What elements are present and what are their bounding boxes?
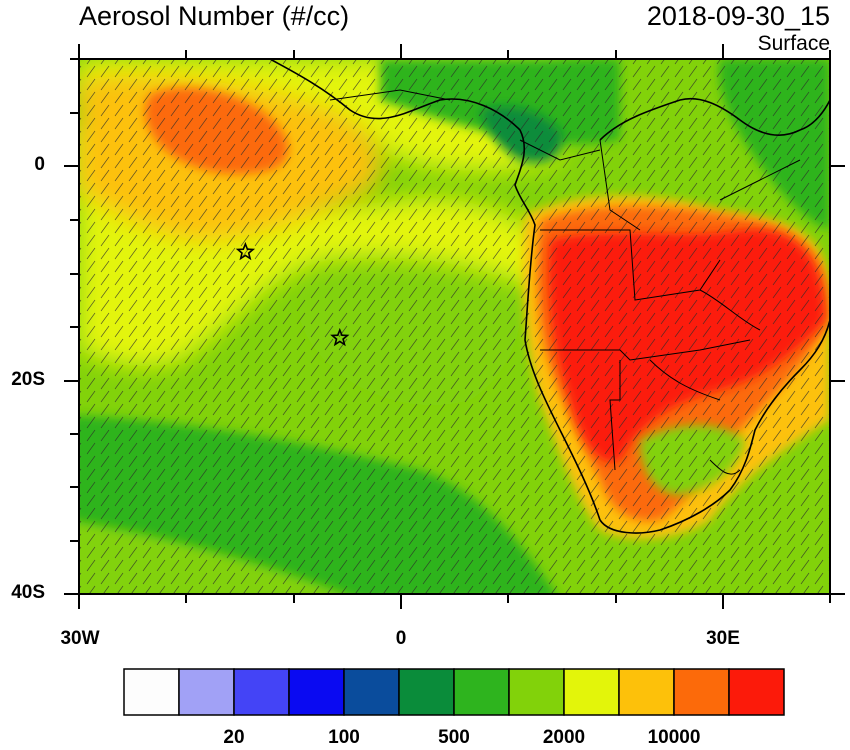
colorbar-box-1 bbox=[178, 668, 235, 716]
station-star-south bbox=[330, 327, 350, 347]
lat-label-0: 0 bbox=[34, 154, 45, 175]
lat-label-20s: 20S bbox=[11, 369, 45, 390]
colorbar-label-10000: 10000 bbox=[647, 727, 701, 748]
colorbar-box-0 bbox=[123, 668, 180, 716]
axis-ticks bbox=[64, 44, 845, 609]
colorbar-box-2 bbox=[233, 668, 290, 716]
colorbar-label-2000: 2000 bbox=[542, 727, 586, 748]
colorbar-box-8 bbox=[563, 668, 620, 716]
colorbar-box-4 bbox=[343, 668, 400, 716]
lon-label-30e: 30E bbox=[706, 628, 740, 649]
colorbar-box-7 bbox=[508, 668, 565, 716]
map-datetime: 2018-09-30_15 bbox=[646, 1, 830, 31]
map-title: Aerosol Number (#/cc) bbox=[79, 1, 350, 31]
map-level: Surface bbox=[757, 32, 830, 55]
borders bbox=[329, 89, 801, 475]
colorbar-box-10 bbox=[673, 668, 730, 716]
colorbar-box-3 bbox=[288, 668, 345, 716]
colorbar-box-5 bbox=[398, 668, 455, 716]
coastlines bbox=[269, 59, 830, 534]
lat-label-40s: 40S bbox=[11, 582, 45, 603]
colorbar-box-9 bbox=[618, 668, 675, 716]
wind-vectors bbox=[79, 59, 830, 594]
colorbar-label-500: 500 bbox=[438, 727, 470, 748]
colorbar-box-6 bbox=[453, 668, 510, 716]
colorbar-box-11 bbox=[728, 668, 785, 716]
lon-label-0: 0 bbox=[395, 628, 407, 649]
colorbar-label-100: 100 bbox=[328, 727, 360, 748]
station-star-north bbox=[235, 241, 256, 261]
station-markers bbox=[235, 241, 350, 347]
lon-label-30w: 30W bbox=[60, 628, 100, 649]
aerosol-field bbox=[79, 59, 830, 594]
colorbar-label-20: 20 bbox=[223, 727, 245, 748]
